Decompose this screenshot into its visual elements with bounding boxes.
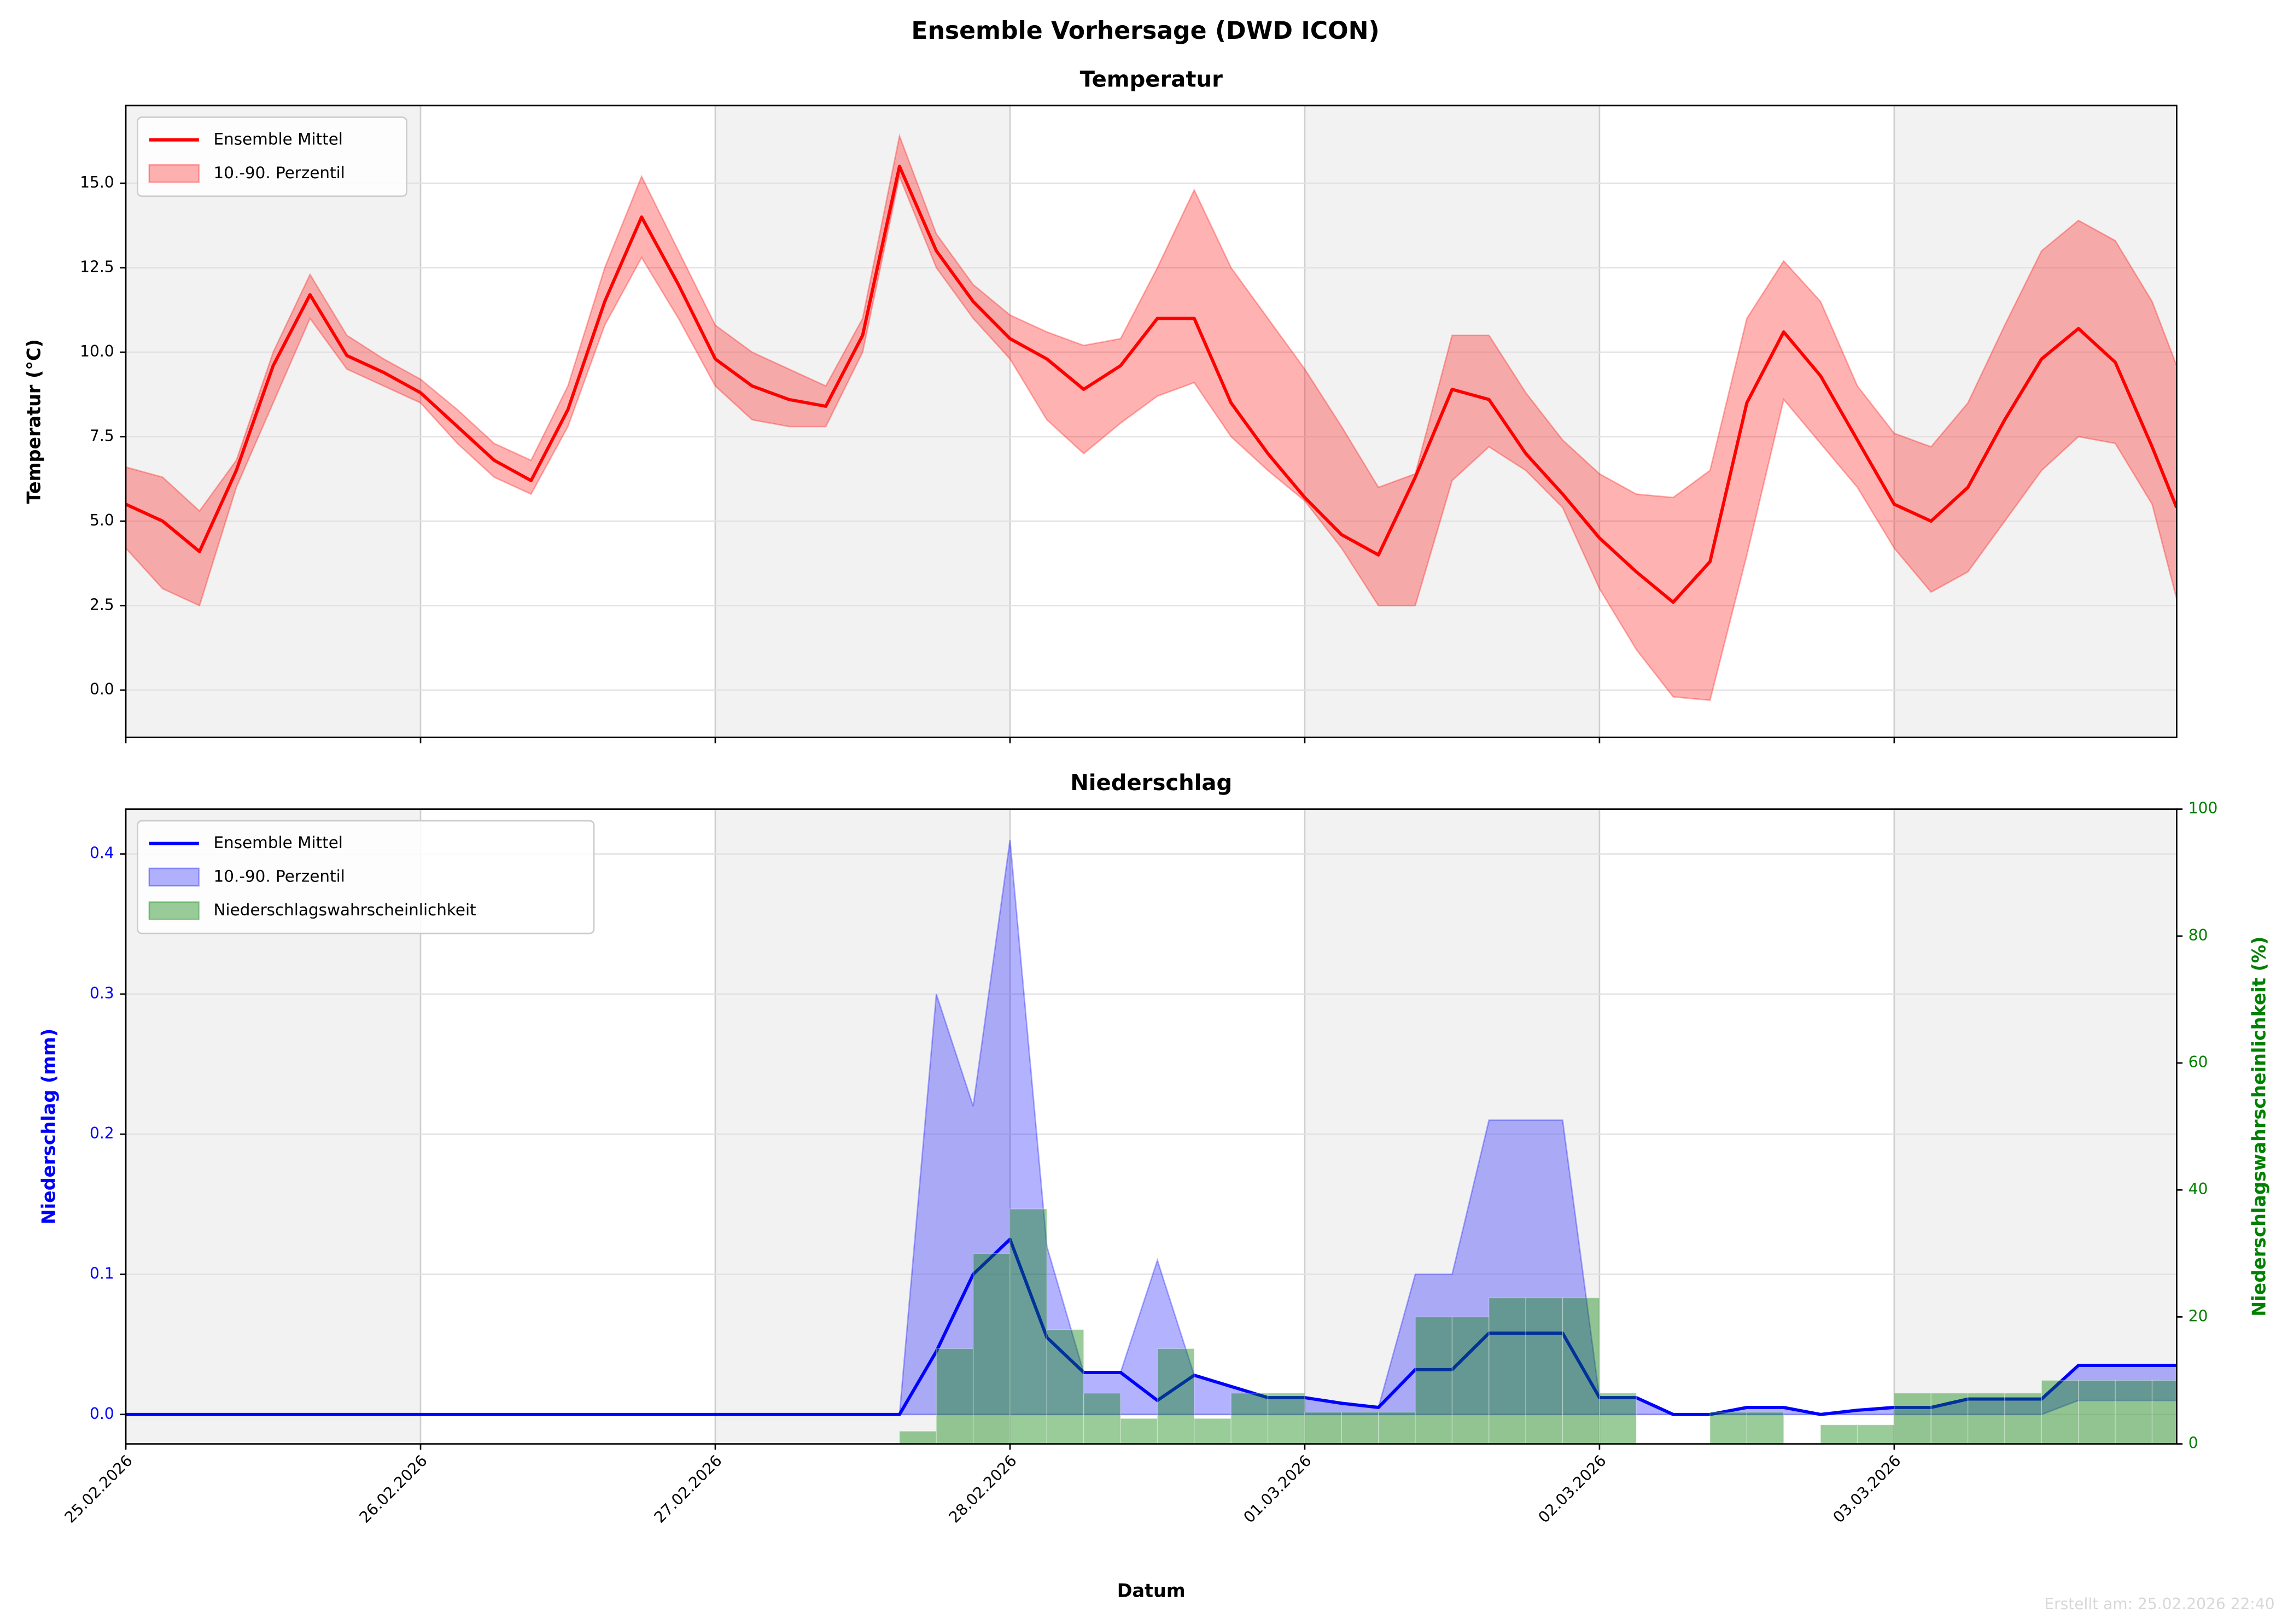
probability-bar xyxy=(2004,1393,2042,1444)
probability-bar xyxy=(1415,1316,1453,1444)
probability-bar xyxy=(1009,1208,1048,1444)
legend-label: 10.-90. Perzentil xyxy=(214,867,345,886)
probability-bar xyxy=(936,1348,974,1444)
probability-bar xyxy=(1046,1329,1084,1444)
y2-tick-label: 60 xyxy=(2188,1053,2208,1071)
y-tick-label: 5.0 xyxy=(90,511,114,529)
probability-bar xyxy=(1525,1297,1563,1444)
y-axis-label: Niederschlag (mm) xyxy=(38,1029,59,1224)
y-tick-label: 15.0 xyxy=(80,173,114,191)
probability-bar xyxy=(1157,1348,1195,1444)
y-tick-label: 0.0 xyxy=(90,680,114,698)
y-tick-label: 2.5 xyxy=(90,596,114,614)
y2-tick-label: 20 xyxy=(2188,1307,2208,1325)
y2-tick-label: 100 xyxy=(2188,799,2218,817)
legend-label: 10.-90. Perzentil xyxy=(214,163,345,182)
probability-bar xyxy=(1304,1411,1342,1444)
y-axis-label: Temperatur (°C) xyxy=(24,339,45,504)
y2-tick-label: 0 xyxy=(2188,1434,2198,1452)
y-tick-label: 7.5 xyxy=(90,427,114,445)
probability-bar xyxy=(1194,1418,1232,1444)
probability-bar xyxy=(1341,1411,1379,1444)
probability-bar xyxy=(1378,1411,1416,1444)
probability-bar xyxy=(1967,1393,2005,1444)
plot-area xyxy=(126,809,2177,1444)
legend: Ensemble Mittel 10.-90. Perzentil xyxy=(137,116,407,197)
probability-bar xyxy=(1820,1424,1858,1444)
legend-label: Niederschlagswahrscheinlichkeit xyxy=(214,901,476,919)
figure-title: Ensemble Vorhersage (DWD ICON) xyxy=(911,17,1379,45)
probability-bar xyxy=(1489,1297,1526,1444)
y-tick-label: 0.0 xyxy=(90,1405,114,1423)
day-shade xyxy=(1304,809,1600,1444)
footer: Erstellt am: 25.02.2026 22:40 xyxy=(2044,1595,2274,1613)
legend-label: Ensemble Mittel xyxy=(214,833,343,852)
probability-bar xyxy=(2078,1380,2116,1444)
probability-bar xyxy=(972,1253,1011,1444)
day-shade xyxy=(1304,105,1600,738)
probability-bar xyxy=(1562,1297,1600,1444)
probability-bar xyxy=(899,1430,937,1444)
probability-bar xyxy=(1599,1393,1637,1444)
legend-label: Ensemble Mittel xyxy=(214,130,343,148)
y-tick-label: 12.5 xyxy=(80,258,114,276)
legend-swatch xyxy=(148,867,200,887)
day-shade xyxy=(1894,105,2177,738)
y-tick-label: 0.4 xyxy=(90,844,114,862)
y-tick-label: 0.1 xyxy=(90,1265,114,1283)
y-tick-label: 0.3 xyxy=(90,984,114,1002)
legend-swatch xyxy=(148,163,200,183)
y2-axis-label: Niederschlagswahrscheinlichkeit (%) xyxy=(2248,937,2269,1317)
probability-bar xyxy=(2151,1380,2177,1444)
y-tick-label: 0.2 xyxy=(90,1124,114,1142)
probability-bar xyxy=(1894,1393,1931,1444)
probability-bar xyxy=(1451,1316,1490,1444)
x-axis-label: Datum xyxy=(1117,1580,1186,1601)
panel: 25.02.2026 26.02.2026 27.02.2026 28.02.2026… xyxy=(38,770,2269,1601)
legend-swatch xyxy=(148,901,200,920)
legend-box xyxy=(137,116,407,197)
probability-bar xyxy=(1930,1393,1969,1444)
probability-bar xyxy=(1230,1393,1269,1444)
panel: 0.0 2.5 5.0 7.5 10.0 12.5 15.0 Temperatur Temper… xyxy=(24,67,2178,744)
y2-tick-label: 80 xyxy=(2188,926,2208,944)
plot-area xyxy=(126,105,2177,738)
axes-frame xyxy=(125,808,2178,1445)
probability-bar xyxy=(2115,1380,2153,1444)
probability-bar xyxy=(1746,1411,1784,1444)
mean-line xyxy=(126,1237,2177,1416)
subplot-title: Niederschlag xyxy=(1070,770,1232,796)
probability-bar xyxy=(1083,1393,1121,1444)
day-shade xyxy=(715,105,1010,738)
subplot-title: Temperatur xyxy=(1080,67,1223,92)
legend: Ensemble Mittel 10.-90. Perzentil Niedersc… xyxy=(137,820,595,934)
legend-box xyxy=(137,820,595,934)
probability-bar xyxy=(2041,1380,2079,1444)
probability-bar xyxy=(1267,1393,1305,1444)
probability-bar xyxy=(1857,1424,1895,1444)
mean-line xyxy=(126,165,2177,604)
probability-bar xyxy=(1120,1418,1158,1444)
day-shade xyxy=(715,809,1010,1444)
axes-frame xyxy=(125,104,2178,738)
probability-bar xyxy=(1709,1411,1748,1444)
percentile-band xyxy=(126,133,2177,702)
y-tick-label: 10.0 xyxy=(80,342,114,360)
y2-tick-label: 40 xyxy=(2188,1180,2208,1198)
day-shade xyxy=(126,105,421,738)
day-shade xyxy=(1894,809,2177,1444)
